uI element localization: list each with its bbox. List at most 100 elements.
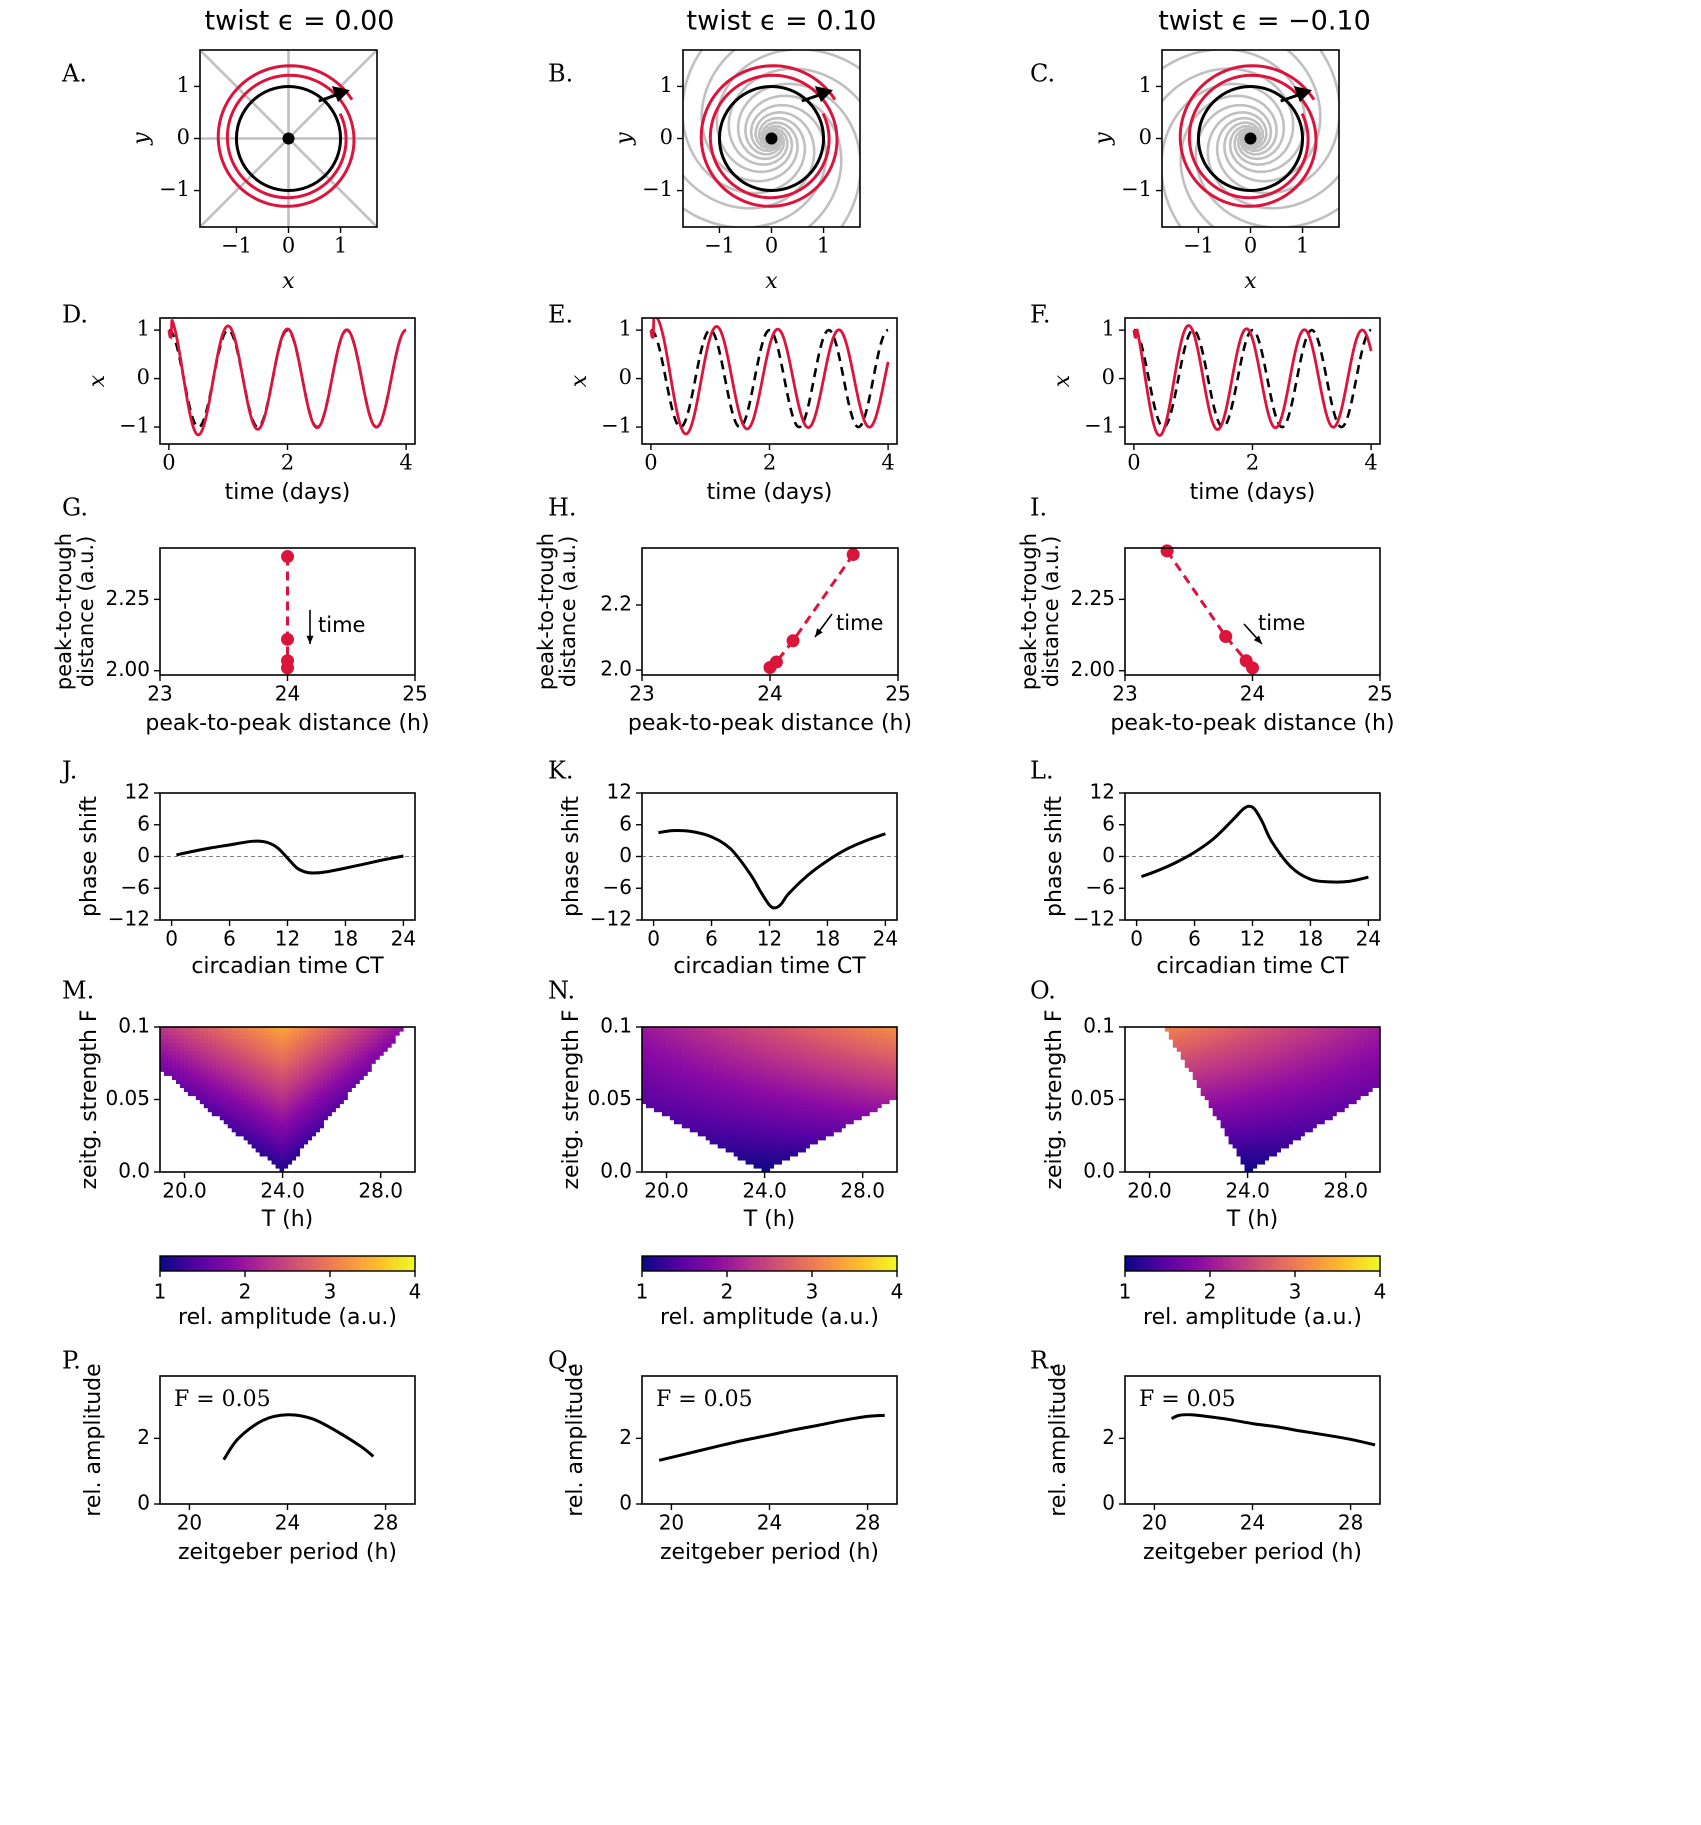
heatmap-cell (649, 1075, 655, 1080)
heatmap-cell (725, 1131, 731, 1137)
heatmap-cell (753, 1123, 759, 1129)
heatmap-cell (1352, 1071, 1357, 1076)
heatmap-cell (817, 1131, 822, 1137)
heatmap-cell (713, 1043, 719, 1048)
heatmap-cell (721, 1119, 727, 1125)
heatmap-cell (1256, 1111, 1262, 1117)
heatmap-cell (227, 1039, 233, 1044)
heatmap-cell (881, 1035, 886, 1040)
heatmap-cell (845, 1091, 850, 1097)
heatmap-cell (243, 1119, 249, 1125)
heatmap-cell (701, 1071, 707, 1076)
heatmap-cell (869, 1031, 874, 1036)
heatmap-cell (781, 1135, 787, 1141)
heatmap-cell (303, 1051, 309, 1056)
heatmap-cell (331, 1087, 336, 1093)
heatmap-cell (1340, 1099, 1345, 1105)
heatmap-cell (1172, 1039, 1178, 1044)
heatmap-cell (849, 1067, 854, 1072)
heatmap-cell (753, 1111, 759, 1117)
heatmap-cell (1264, 1155, 1270, 1161)
heatmap-cell (1268, 1127, 1274, 1133)
plot-area (160, 1027, 404, 1172)
heatmap-cell (291, 1155, 297, 1161)
heatmap-cell (283, 1087, 289, 1093)
heatmap-cell (685, 1067, 691, 1072)
heatmap-cell (837, 1107, 842, 1113)
heatmap-cell (733, 1111, 739, 1117)
colorbar-segment (740, 1256, 745, 1271)
heatmap-cell (657, 1043, 663, 1048)
heatmap-cell (673, 1079, 679, 1084)
heatmap-cell (1248, 1075, 1254, 1080)
colorbar-segment (775, 1256, 780, 1271)
heatmap-cell (263, 1027, 269, 1032)
heatmap-cell (367, 1035, 372, 1040)
heatmap-cell (717, 1103, 723, 1109)
heatmap-cell (1340, 1047, 1345, 1052)
heatmap-cell (657, 1047, 663, 1052)
heatmap-cell (1192, 1075, 1198, 1080)
heatmap-cell (689, 1119, 695, 1125)
heatmap-cell (283, 1039, 289, 1044)
heatmap-cell (753, 1039, 759, 1044)
colorbar-segment (673, 1256, 678, 1271)
heatmap-cell (1288, 1031, 1293, 1036)
heatmap-cell (825, 1131, 830, 1137)
heatmap-cell (737, 1115, 743, 1121)
heatmap-cell (809, 1123, 814, 1129)
heatmap-cell (219, 1059, 225, 1064)
heatmap-cell (1320, 1043, 1325, 1048)
isochron-line (700, 50, 799, 183)
heatmap-cell (1376, 1071, 1380, 1076)
heatmap-cell (271, 1035, 277, 1040)
heatmap-cell (1300, 1079, 1305, 1084)
heatmap-cell (685, 1051, 691, 1056)
heatmap-cell (1200, 1091, 1206, 1097)
x-tick-label: 0 (1244, 234, 1257, 258)
y-tick-label: 1 (1102, 317, 1115, 341)
heatmap-cell (713, 1067, 719, 1072)
heatmap-cell (713, 1083, 719, 1089)
colorbar-segment (316, 1256, 320, 1271)
y-axis-label: phase shift (559, 796, 584, 917)
heatmap-cell (307, 1135, 312, 1141)
heatmap-cell (263, 1075, 269, 1080)
heatmap-cell (873, 1083, 878, 1089)
heatmap-cell (183, 1075, 189, 1080)
heatmap-cell (757, 1107, 763, 1113)
heatmap-cell (279, 1047, 285, 1052)
heatmap-cell (1296, 1063, 1301, 1068)
heatmap-cell (251, 1051, 257, 1056)
heatmap-cell (657, 1035, 663, 1040)
heatmap-cell (359, 1047, 364, 1052)
heatmap-cell (749, 1131, 755, 1137)
heatmap-cell (311, 1063, 316, 1068)
prc-line (658, 829, 886, 910)
heatmap-cell (813, 1075, 818, 1080)
heatmap-cell (665, 1031, 671, 1036)
heatmap-cell (279, 1115, 285, 1121)
heatmap-cell (1324, 1039, 1329, 1044)
heatmap-cell (1340, 1095, 1345, 1101)
heatmap-cell (183, 1063, 189, 1068)
heatmap-cell (657, 1103, 663, 1109)
heatmap-cell (183, 1043, 189, 1048)
heatmap-cell (785, 1111, 791, 1117)
heatmap-cell (1204, 1075, 1210, 1080)
heatmap-cell (347, 1083, 352, 1089)
heatmap-cell (239, 1111, 245, 1117)
heatmap-cell (319, 1087, 324, 1093)
heatmap-cell (1168, 1031, 1174, 1036)
heatmap-cell (1284, 1107, 1289, 1113)
heatmap-cell (1336, 1083, 1341, 1089)
panel-letter: N. (548, 977, 575, 1005)
heatmap-cell (845, 1083, 850, 1089)
colorbar-segment (281, 1256, 285, 1271)
heatmap-cell (869, 1103, 874, 1109)
heatmap-cell (1300, 1055, 1305, 1060)
heatmap-cell (797, 1107, 802, 1113)
heatmap-cell (1356, 1047, 1361, 1052)
heatmap-cell (1204, 1059, 1210, 1064)
heatmap-cell (645, 1043, 651, 1048)
